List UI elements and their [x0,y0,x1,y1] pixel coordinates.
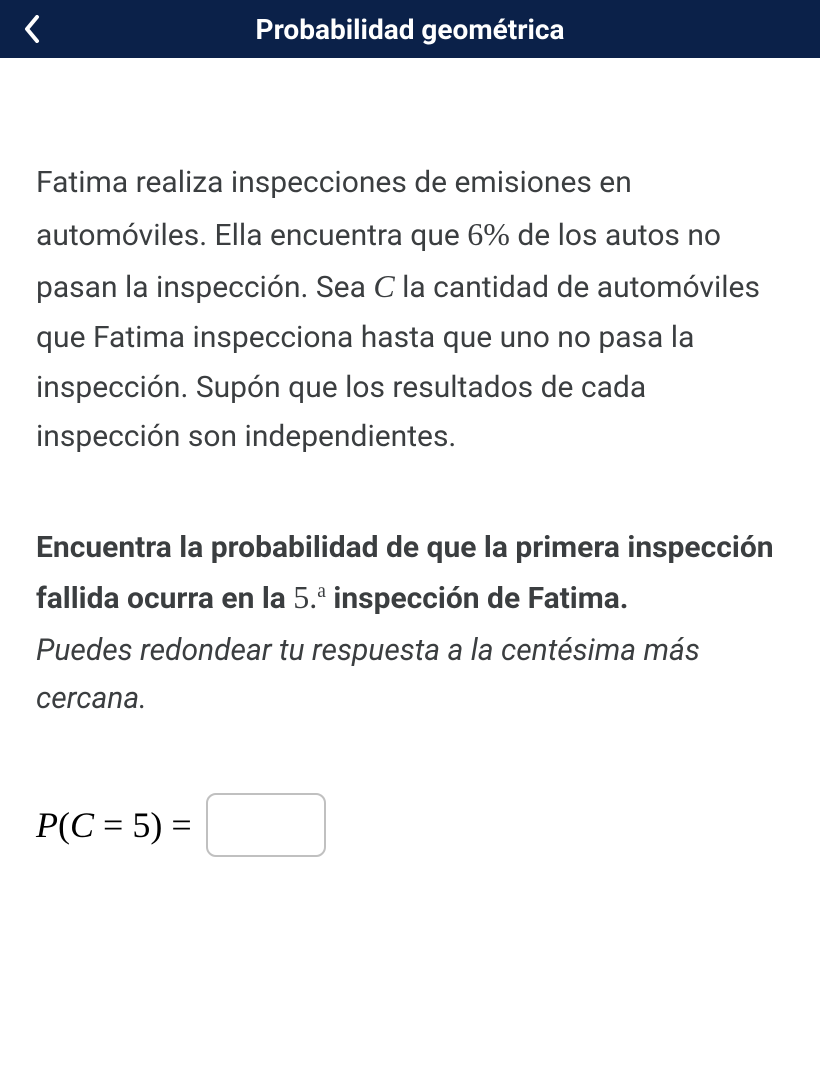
answer-row: P(C = 5) = [36,793,784,857]
answer-input[interactable] [206,793,326,857]
ordinal-number: 5. [293,579,317,615]
expr-val: 5 [132,805,150,845]
expr-close: ) = [150,805,191,845]
percent-value: 6% [467,216,510,252]
back-icon[interactable] [20,17,44,41]
question-text: Encuentra la probabilidad de que la prim… [36,524,784,623]
expr-p: P [36,805,58,845]
header-bar: Probabilidad geométrica [0,0,820,58]
problem-statement: Fatima realiza inspecciones de emisiones… [36,158,784,462]
expr-c: C [70,805,94,845]
expr-eq: = [94,805,132,845]
page-title: Probabilidad geométrica [0,13,820,46]
probability-expression: P(C = 5) = [36,804,192,846]
ordinal-superscript: a [317,581,326,602]
content-area: Fatima realiza inspecciones de emisiones… [0,58,820,857]
expr-open: ( [58,805,70,845]
variable-c: C [373,268,394,304]
rounding-hint: Puedes redondear tu respuesta a la centé… [36,627,784,723]
question-part2: inspección de Fatima. [326,581,629,616]
